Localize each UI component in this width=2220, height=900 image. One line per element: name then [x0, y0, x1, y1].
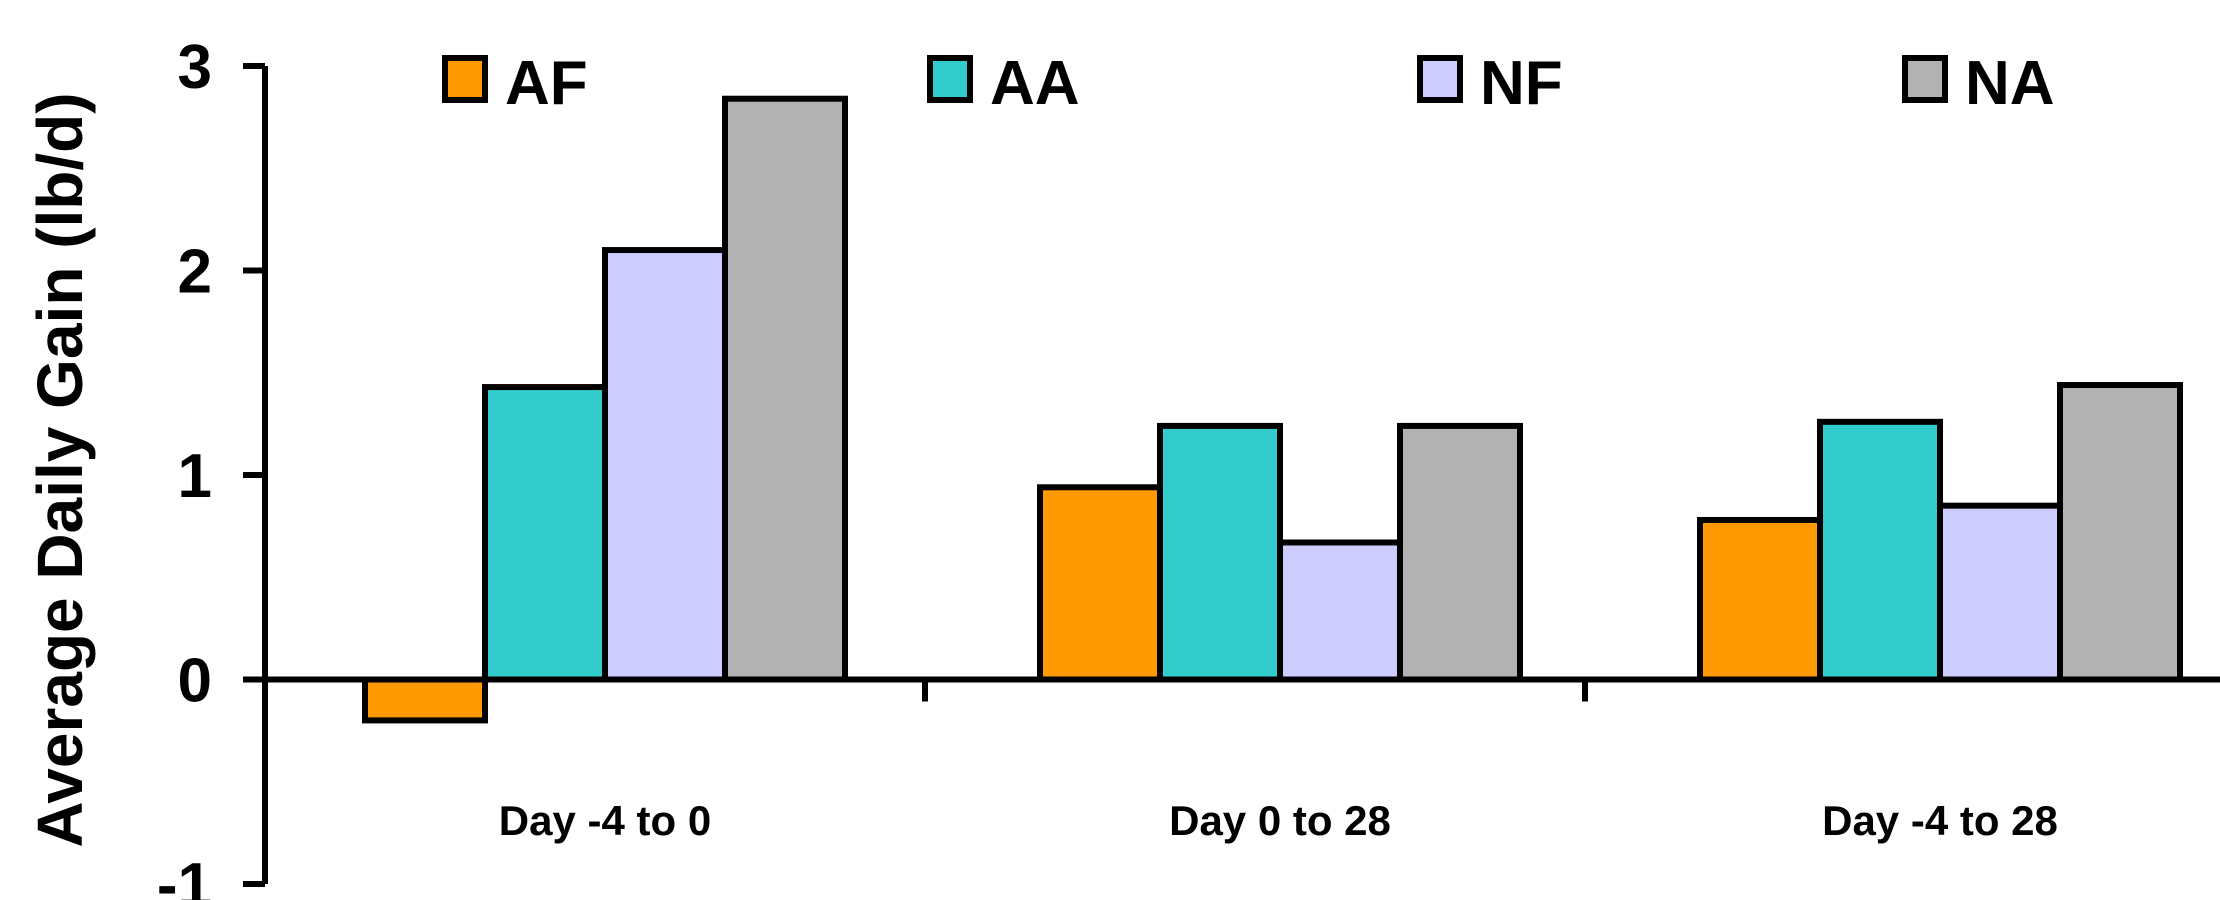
bar-nf-2	[1277, 539, 1403, 683]
legend-item-nf: NF	[1417, 49, 1563, 118]
legend-label: AA	[990, 49, 1080, 118]
legend-item-na: NA	[1902, 49, 2055, 118]
bar-af-1	[362, 676, 488, 724]
y-tick-label: 3	[178, 33, 212, 102]
bar-af-2	[1037, 484, 1163, 683]
legend: AF AA NF NA	[442, 49, 2055, 118]
x-category-label: Day -4 to 0	[499, 797, 711, 844]
bar-nf-1	[602, 247, 728, 683]
y-axis-title: Average Daily Gain (lb/d)	[24, 92, 96, 847]
bar-na-1	[722, 95, 848, 683]
bar-nf-3	[1937, 502, 2063, 683]
legend-item-aa: AA	[927, 49, 1080, 118]
axes-layer: -1 0 1 2 3 Day -4 to 0 Day 0 to 28 Day -4 to 28	[157, 33, 2220, 900]
bar-aa-2	[1157, 422, 1283, 683]
bar-na-3	[2057, 382, 2183, 683]
legend-label: NF	[1480, 49, 1563, 118]
y-tick-label: 1	[178, 442, 212, 511]
y-tick-label: 0	[178, 647, 212, 716]
bar-aa-3	[1817, 418, 1943, 683]
y-tick-label: 2	[178, 238, 212, 307]
legend-swatch	[1902, 55, 1948, 103]
legend-swatch	[927, 55, 973, 103]
legend-label: AF	[505, 49, 588, 118]
bar-af-3	[1697, 516, 1823, 683]
bar-aa-1	[482, 384, 608, 683]
legend-swatch	[442, 55, 488, 103]
x-category-label: Day -4 to 28	[1822, 797, 2058, 844]
bar-na-2	[1397, 422, 1523, 683]
x-category-label: Day 0 to 28	[1169, 797, 1391, 844]
legend-item-af: AF	[442, 49, 588, 118]
legend-swatch	[1417, 55, 1463, 103]
legend-label: NA	[1965, 49, 2055, 118]
bars-layer	[362, 95, 2183, 724]
y-tick-label: -1	[157, 851, 212, 900]
